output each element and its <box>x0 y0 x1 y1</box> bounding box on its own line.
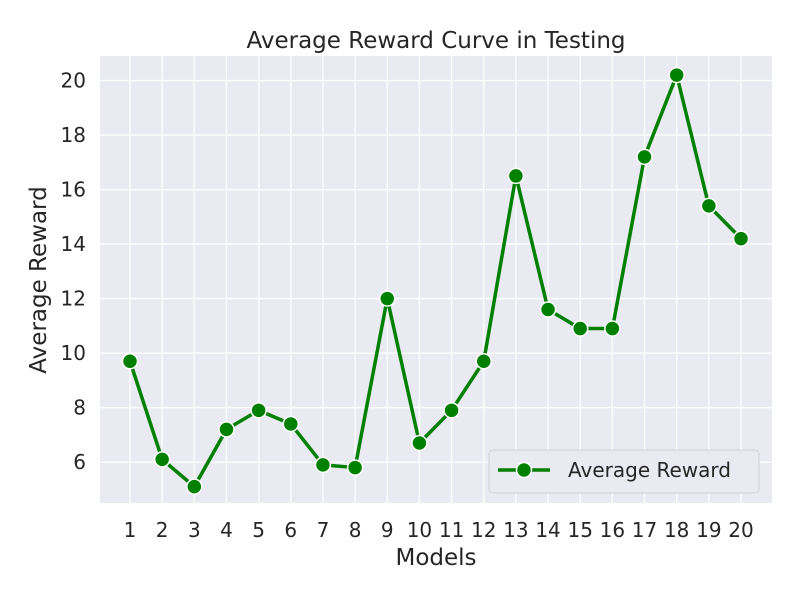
y-tick-label: 20 <box>61 69 86 93</box>
x-axis-label: Models <box>395 545 476 571</box>
legend-label: Average Reward <box>568 458 731 482</box>
x-tick-label: 4 <box>220 518 233 542</box>
data-point <box>153 451 171 468</box>
x-tick-label: 9 <box>381 518 394 542</box>
x-tick-label: 13 <box>503 518 528 542</box>
x-tick-label: 14 <box>535 518 560 542</box>
y-tick-label: 18 <box>61 123 86 147</box>
x-tick-label: 5 <box>252 518 265 542</box>
data-point <box>732 230 750 247</box>
legend: Average Reward <box>488 449 760 494</box>
data-point <box>636 148 653 166</box>
x-tick-label: 20 <box>728 518 753 542</box>
plot-area <box>100 56 772 503</box>
chart-title: Average Reward Curve in Testing <box>246 28 625 54</box>
data-point <box>250 402 267 419</box>
data-point <box>539 301 557 318</box>
data-point <box>282 415 300 433</box>
y-tick-label: 10 <box>61 341 86 365</box>
y-tick-label: 6 <box>73 450 86 474</box>
data-point <box>571 320 589 337</box>
data-point <box>604 320 621 337</box>
y-tick-label: 12 <box>61 287 86 311</box>
data-point <box>475 353 492 370</box>
legend-box <box>488 449 760 494</box>
data-point <box>121 353 139 370</box>
x-tick-label: 15 <box>567 518 592 542</box>
x-tick-labels: 1 2 3 4 5 6 7 8 9 10 11 12 13 14 15 16 17 18 19 20 <box>124 518 754 542</box>
data-point <box>507 167 525 185</box>
y-tick-label: 8 <box>73 396 86 420</box>
x-tick-label: 8 <box>349 518 362 542</box>
y-tick-labels: 6 8 10 12 14 16 18 20 <box>61 69 86 475</box>
x-tick-label: 12 <box>471 518 496 542</box>
x-tick-label: 18 <box>664 518 689 542</box>
x-tick-label: 10 <box>407 518 432 542</box>
data-point <box>314 456 332 474</box>
x-tick-label: 6 <box>284 518 297 542</box>
x-tick-label: 19 <box>696 518 721 542</box>
data-point <box>186 478 203 495</box>
data-point <box>218 421 235 438</box>
gridlines <box>100 56 772 503</box>
y-axis-label: Average Reward <box>26 186 52 373</box>
data-point <box>411 434 428 452</box>
y-tick-label: 16 <box>61 178 86 202</box>
x-tick-label: 3 <box>188 518 201 542</box>
data-point <box>379 290 396 307</box>
x-tick-label: 17 <box>632 518 657 542</box>
data-point <box>346 459 364 476</box>
data-point <box>443 402 460 419</box>
y-tick-label: 14 <box>61 232 86 256</box>
data-point <box>668 66 685 84</box>
legend-marker-icon <box>515 461 533 479</box>
x-tick-label: 1 <box>124 518 137 542</box>
x-tick-label: 7 <box>317 518 330 542</box>
x-tick-label: 16 <box>600 518 625 542</box>
x-tick-label: 11 <box>439 518 464 542</box>
data-point <box>700 197 718 215</box>
x-tick-label: 2 <box>156 518 169 542</box>
series-layer <box>121 66 750 495</box>
